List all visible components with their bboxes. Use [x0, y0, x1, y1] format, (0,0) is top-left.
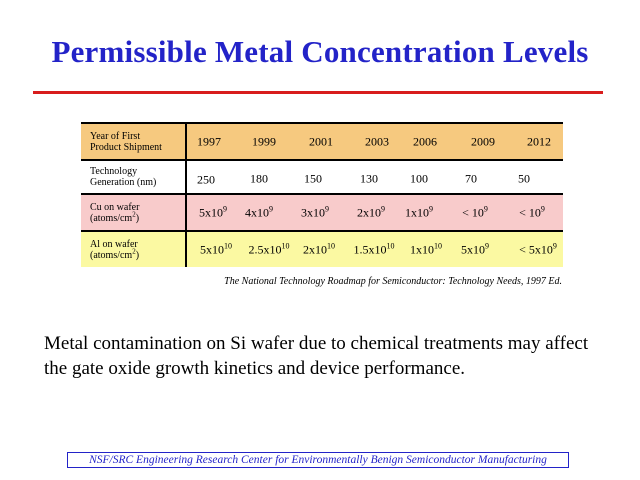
- table-cell: 150: [304, 171, 322, 186]
- table-cell: 1.5x1010: [353, 241, 395, 257]
- table-cell: 5x109: [199, 204, 227, 220]
- table-cell: 180: [250, 171, 268, 186]
- table-cell: < 109: [519, 204, 545, 220]
- footer-credit: NSF/SRC Engineering Research Center for …: [67, 452, 569, 468]
- title-underline: [33, 91, 603, 94]
- row-label-year: Year of First Product Shipment: [90, 130, 162, 153]
- source-citation: The National Technology Roadmap for Semi…: [224, 276, 562, 287]
- table-cell: 3x109: [301, 204, 329, 220]
- row-label-cu: Cu on wafer (atoms/cm2): [90, 201, 140, 224]
- table-cell: < 109: [462, 204, 488, 220]
- table-cell: 2x109: [357, 204, 385, 220]
- table-cell: 250: [197, 172, 215, 187]
- table-cell: 2x1010: [303, 241, 335, 257]
- slide-title: Permissible Metal Concentration Levels: [51, 34, 589, 69]
- table-cell: 5x109: [461, 241, 489, 257]
- table-cell: 4x109: [245, 204, 273, 220]
- table-cell: 2.5x1010: [248, 241, 290, 257]
- table-cell: 1x109: [405, 204, 433, 220]
- table-cell: 1997: [197, 134, 221, 148]
- table-cell: 2012: [527, 134, 551, 148]
- row-label-al: Al on wafer (atoms/cm2): [90, 238, 140, 261]
- table-cell: 1x1010: [410, 241, 442, 257]
- table-row-al: Al on wafer (atoms/cm2) 5x1010 2.5x1010 …: [81, 232, 563, 267]
- table-cell: 70: [465, 171, 477, 186]
- table-cell: 50: [518, 171, 530, 186]
- table-cell: 100: [410, 171, 428, 186]
- table-cell: 130: [360, 171, 378, 186]
- table-row-cu: Cu on wafer (atoms/cm2) 5x109 4x109 3x10…: [81, 195, 563, 232]
- row-label-technology: Technology Generation (nm): [90, 166, 157, 188]
- table-cell: 2009: [471, 134, 495, 148]
- table-cell: 2006: [413, 134, 437, 148]
- table-cell: 1999: [252, 134, 276, 148]
- table-cell: 5x1010: [200, 241, 232, 257]
- table-cell: 2003: [365, 134, 389, 148]
- table-cell: 2001: [309, 134, 333, 148]
- table-row-year: Year of First Product Shipment 1997 1999…: [81, 124, 563, 161]
- table-cell: < 5x109: [519, 241, 557, 257]
- concentration-table: Year of First Product Shipment 1997 1999…: [81, 122, 563, 267]
- table-row-technology: Technology Generation (nm) 250 180 150 1…: [81, 161, 563, 195]
- body-text: Metal contamination on Si wafer due to c…: [44, 333, 589, 379]
